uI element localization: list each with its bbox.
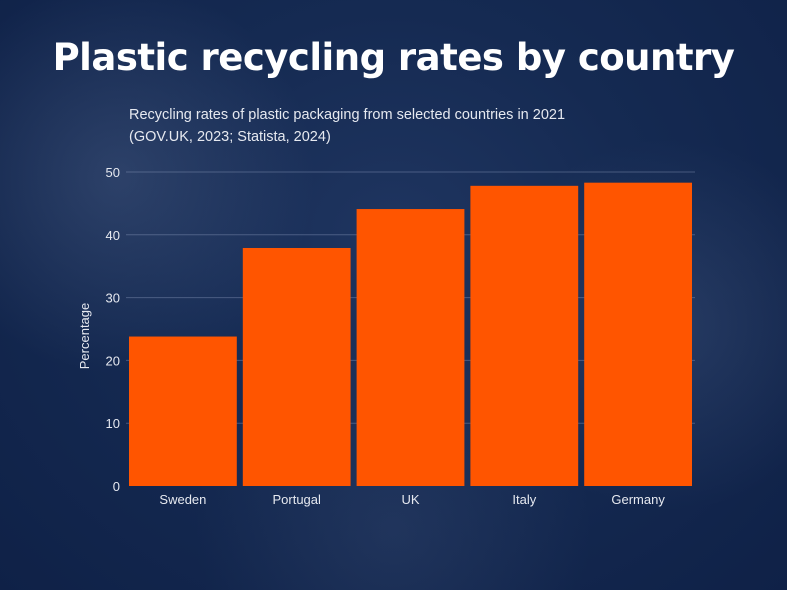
chart-subtitle-line2: (GOV.UK, 2023; Statista, 2024) xyxy=(129,129,331,145)
bar-italy xyxy=(470,185,579,487)
bar-sweden xyxy=(129,336,237,486)
y-tick-label: 50 xyxy=(106,165,120,180)
y-tick-label: 40 xyxy=(106,228,120,243)
y-tick-label: 0 xyxy=(113,479,120,494)
y-axis-label: Percentage xyxy=(77,303,92,370)
x-tick-label: Portugal xyxy=(272,492,321,507)
x-tick-label: Sweden xyxy=(159,492,206,507)
chart-title: Plastic recycling rates by country xyxy=(52,36,735,79)
y-tick-label: 20 xyxy=(106,353,120,368)
bar-portugal xyxy=(242,247,351,486)
x-tick-label: Italy xyxy=(512,492,536,507)
bar-germany xyxy=(584,182,692,486)
x-tick-label: UK xyxy=(401,492,419,507)
chart-subtitle-line1: Recycling rates of plastic packaging fro… xyxy=(129,107,566,123)
x-tick-label: Germany xyxy=(611,492,665,507)
y-tick-label: 10 xyxy=(106,416,120,431)
bar-uk xyxy=(356,209,465,486)
y-tick-label: 30 xyxy=(106,291,120,306)
